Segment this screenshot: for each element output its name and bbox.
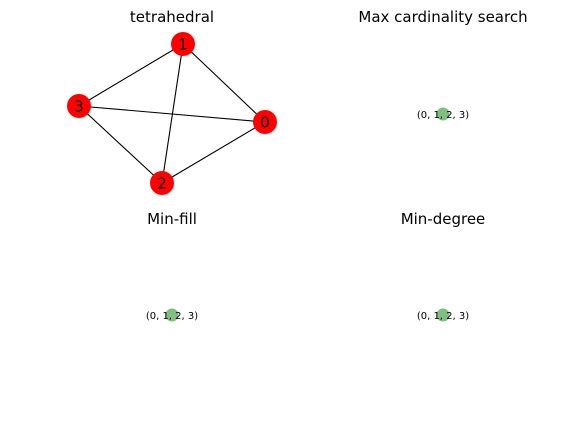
tree-node-label: (0, 1, 2, 3) bbox=[417, 311, 469, 322]
edge-3-0 bbox=[78, 105, 266, 123]
node-label: 2 bbox=[157, 175, 167, 193]
graph-node: 3 bbox=[67, 94, 91, 118]
panel-max-cardinality-search: Max cardinality search (0, 1, 2, 3) bbox=[358, 8, 527, 121]
tree-node-label: (0, 1, 2, 3) bbox=[146, 311, 198, 322]
node-label: 0 bbox=[260, 114, 270, 132]
node-circle bbox=[171, 32, 195, 56]
panel-min-degree: Min-degree (0, 1, 2, 3) bbox=[401, 210, 486, 322]
tree-node-circle bbox=[436, 308, 450, 322]
edge-3-2 bbox=[78, 105, 163, 184]
panel-title-min-degree: Min-degree bbox=[401, 210, 486, 228]
edge-1-0 bbox=[182, 43, 266, 123]
node-label: 1 bbox=[178, 36, 188, 54]
panel-title-max-cardinality-search: Max cardinality search bbox=[358, 8, 527, 26]
node-circle bbox=[253, 110, 277, 134]
graph-node: 0 bbox=[253, 110, 277, 134]
tree-node-label: (0, 1, 2, 3) bbox=[417, 110, 469, 121]
tree-node-circle bbox=[165, 308, 179, 322]
graph-node: 2 bbox=[150, 171, 174, 195]
panel-title-tetrahedral: tetrahedral bbox=[130, 8, 214, 26]
node-label: 3 bbox=[74, 98, 84, 116]
node-circle bbox=[67, 94, 91, 118]
edge-1-3 bbox=[78, 43, 184, 107]
edge-0-2 bbox=[161, 121, 266, 184]
node-circle bbox=[150, 171, 174, 195]
panel-title-min-fill: Min-fill bbox=[147, 210, 197, 228]
tree-node-circle bbox=[436, 107, 450, 121]
graph-node: 1 bbox=[171, 32, 195, 56]
panel-min-fill: Min-fill (0, 1, 2, 3) bbox=[146, 210, 198, 322]
panel-tetrahedral: tetrahedral 1 3 0 2 bbox=[67, 8, 277, 195]
